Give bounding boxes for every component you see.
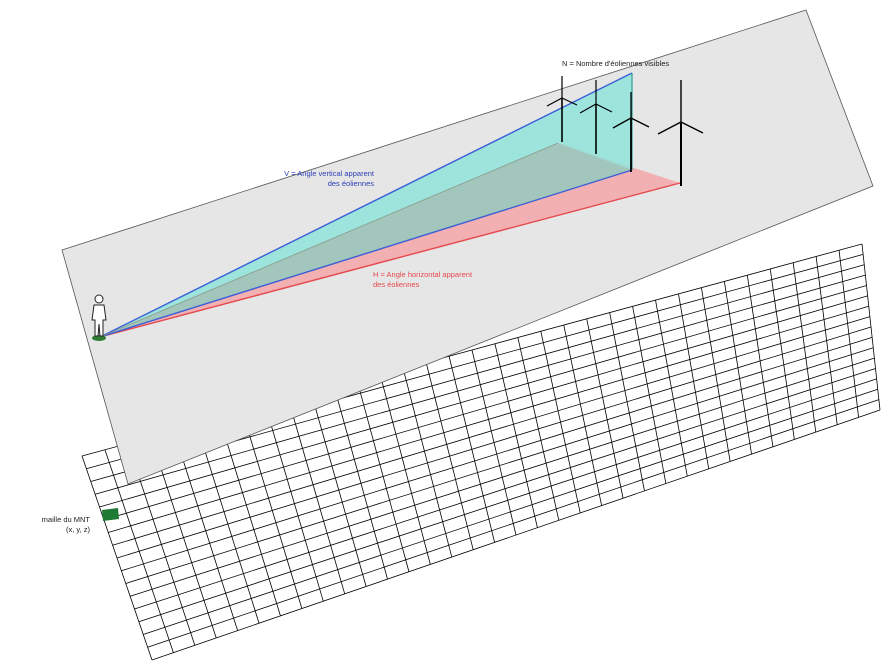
grid-line-horizontal (147, 399, 880, 648)
grid-line-horizontal (121, 336, 873, 572)
grid-line-horizontal (130, 357, 875, 597)
wind-turbines (546, 76, 704, 186)
grid-line-horizontal (138, 378, 877, 623)
grid-line-horizontal (112, 316, 870, 546)
grid-line-horizontal (116, 326, 872, 559)
mnt-grid (81, 243, 881, 661)
observer-ground-spot (92, 335, 106, 341)
vertical-angle-ray-lower (99, 169, 633, 338)
grid-line-horizontal (103, 295, 868, 521)
vertical-angle-fan-shadow (100, 143, 632, 337)
grid-line-horizontal (134, 368, 876, 610)
vertical-angle-base-ray (99, 142, 559, 338)
vertical-angle-label-line1: V = Angle vertical apparent (284, 169, 375, 178)
horizontal-angle-label-line2: des éoliennes (373, 280, 420, 289)
grid-line-horizontal (151, 409, 881, 661)
horizontal-angle-ray-lower (99, 182, 681, 338)
mnt-cell-label-line2: (x, y, z) (66, 525, 91, 534)
wind-turbine-2 (579, 80, 613, 154)
mnt-cell-label-line1: maille du MNT (42, 515, 91, 524)
vertical-angle-label-line2: des éoliennes (328, 179, 375, 188)
wind-turbine-1 (546, 76, 578, 142)
horizontal-angle-label-line1: H = Angle horizontal apparent (373, 270, 473, 279)
mnt-cell-highlight (102, 508, 119, 521)
grid-line-horizontal (143, 388, 878, 635)
wind-turbine-3 (612, 92, 650, 172)
grid-line-horizontal (108, 305, 869, 533)
observer-figure (91, 294, 107, 341)
grid-line-horizontal (125, 347, 874, 584)
observation-plane (61, 9, 874, 485)
vertical-angle-ray-upper (99, 72, 633, 338)
turbine-count-label: N = Nombre d'éoliennes visibles (562, 59, 669, 68)
grid-line-horizontal (95, 274, 866, 495)
grid-line-horizontal (99, 285, 867, 508)
wind-turbine-4 (657, 80, 704, 186)
